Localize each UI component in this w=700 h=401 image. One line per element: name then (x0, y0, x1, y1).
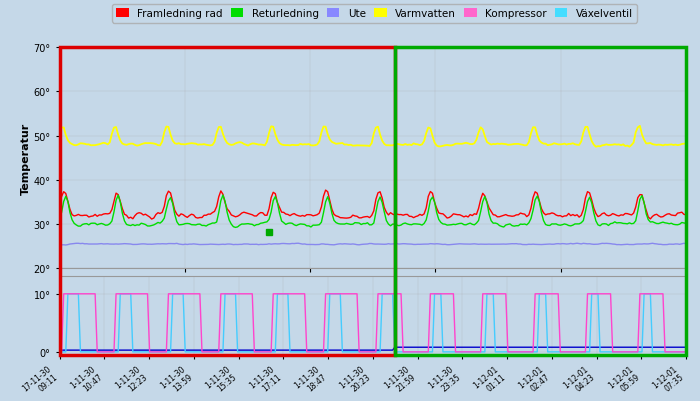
Legend: Framledning rad, Returledning, Ute, Varmvatten, Kompressor, Växelventil: Framledning rad, Returledning, Ute, Varm… (112, 5, 637, 24)
Y-axis label: Temperatur: Temperatur (20, 122, 31, 194)
